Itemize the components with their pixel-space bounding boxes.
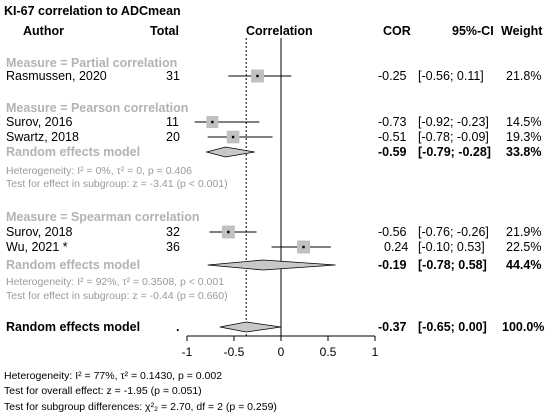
group-label-spearman: Measure = Spearman correlation (6, 210, 200, 224)
x-tick-label: 0 (278, 345, 285, 359)
subgroup-re-ci: [-0.78; 0.58] (418, 258, 487, 272)
study-weight: 21.9% (506, 225, 542, 239)
subgroup-re-weight: 33.8% (506, 145, 542, 159)
study-ci: [-0.76; -0.26] (418, 225, 489, 239)
study-cor: -0.51 (378, 130, 407, 144)
subgroup-effect-test: Test for effect in subgroup: z = -3.41 (… (6, 178, 228, 190)
study-author: Wu, 2021 * (6, 240, 68, 254)
subgroup-re-cor: -0.19 (378, 258, 407, 272)
x-tick-label: -0.5 (224, 345, 245, 359)
study-author: Swartz, 2018 (6, 130, 79, 144)
study-weight: 14.5% (506, 115, 542, 129)
overall-cor: -0.37 (378, 320, 407, 334)
study-point (227, 230, 230, 234)
col-ci-header: 95%-CI (452, 24, 494, 38)
col-weight-header: Weight (501, 24, 543, 38)
study-total: 31 (166, 69, 180, 83)
col-total-header: Total (150, 24, 179, 38)
study-cor: -0.25 (378, 69, 407, 83)
col-correlation-header: Correlation (246, 24, 313, 38)
group-label-pearson: Measure = Pearson correlation (6, 101, 189, 115)
subgroup-effect-test: Test for effect in subgroup: z = -0.44 (… (6, 290, 228, 302)
x-tick-label: 0.5 (320, 345, 337, 359)
subgroup-re-weight: 44.4% (506, 258, 542, 272)
study-weight: 19.3% (506, 130, 542, 144)
study-total: 36 (166, 240, 180, 254)
study-point (302, 245, 305, 249)
study-point (211, 120, 214, 124)
study-weight: 22.5% (506, 240, 542, 254)
overall-total-dot: . (176, 320, 180, 334)
study-ci: [-0.56; 0.11] (418, 69, 484, 83)
study-point (256, 74, 259, 78)
study-weight: 21.8% (506, 69, 542, 83)
study-author: Surov, 2016 (6, 115, 73, 129)
x-tick-label: 1 (372, 345, 379, 359)
overall-weight: 100.0% (502, 320, 545, 334)
x-tick-label: -1 (182, 345, 193, 359)
study-total: 11 (166, 115, 179, 129)
overall-re-label: Random effects model (6, 320, 141, 334)
study-total: 32 (166, 225, 180, 239)
study-ci: [-0.78; -0.09] (418, 130, 489, 144)
study-total: 20 (166, 130, 180, 144)
study-author: Rasmussen, 2020 (6, 69, 107, 83)
col-author-header: Author (23, 24, 64, 38)
footer-heterogeneity: Heterogeneity: I² = 77%, τ² = 0.1430, p … (4, 370, 223, 382)
study-point (231, 135, 235, 139)
study-cor: 0.24 (384, 240, 409, 254)
footer-overall-test: Test for overall effect: z = -1.95 (p = … (4, 385, 202, 397)
overall-ci: [-0.65; 0.00] (418, 320, 487, 334)
subgroup-re-ci: [-0.79; -0.28] (418, 145, 491, 159)
subgroup-re-label: Random effects model (6, 258, 141, 272)
summary-diamond (205, 146, 255, 158)
summary-diamond (219, 321, 282, 333)
study-cor: -0.73 (378, 115, 407, 129)
study-author: Surov, 2018 (6, 225, 73, 239)
subgroup-heterogeneity: Heterogeneity: I² = 92%, τ² = 0.3508, p … (6, 276, 225, 288)
subgroup-re-label: Random effects model (6, 145, 141, 159)
study-ci: [-0.92; -0.23] (418, 115, 489, 129)
study-ci: [-0.10; 0.53] (418, 240, 485, 254)
subgroup-re-cor: -0.59 (378, 145, 407, 159)
study-cor: -0.56 (378, 225, 407, 239)
col-cor-header: COR (383, 24, 411, 38)
chart-title: KI-67 correlation to ADCmean (4, 4, 181, 18)
group-label-partial: Measure = Partial correlation (6, 56, 178, 70)
footer-subgroup-test: Test for subgroup differences: χ²₂ = 2.7… (4, 401, 277, 413)
summary-diamond (207, 259, 336, 271)
subgroup-heterogeneity: Heterogeneity: I² = 0%, τ² = 0, p = 0.40… (6, 165, 192, 177)
